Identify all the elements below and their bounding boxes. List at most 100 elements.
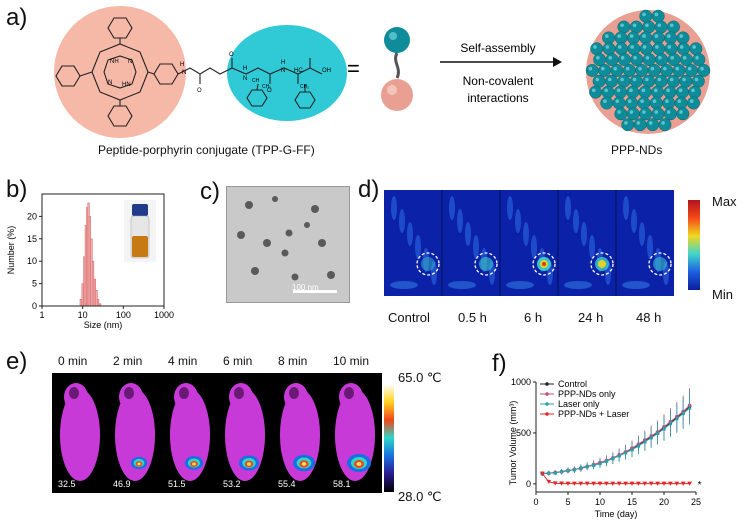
data-point <box>546 479 552 485</box>
data-point <box>649 435 654 440</box>
sphere-bead-highlight <box>678 88 683 93</box>
mouse-ear <box>179 387 189 399</box>
sphere-bead-highlight <box>640 99 644 103</box>
sphere-bead <box>664 31 678 45</box>
mouse-silhouette <box>60 389 100 481</box>
sphere-bead <box>675 85 689 99</box>
sphere-bead <box>605 53 619 67</box>
fluor-streak <box>531 235 537 259</box>
thermal-colorbar <box>384 384 394 492</box>
sphere-bead-highlight <box>617 45 622 49</box>
fluorescence-frames <box>384 190 674 296</box>
sphere-bead <box>626 107 640 121</box>
sphere-bead-highlight <box>669 23 674 28</box>
timepoint-0-5h: 0.5 h <box>458 310 487 325</box>
data-point <box>642 481 648 486</box>
sphere-bead <box>639 31 653 45</box>
thermal-time-label: 10 min <box>333 354 370 368</box>
data-point <box>572 467 577 472</box>
x-tick-label: 20 <box>659 497 669 507</box>
data-point <box>680 481 686 486</box>
data-point <box>642 439 647 444</box>
sphere-bead-highlight <box>667 34 671 38</box>
x-tick-label: 15 <box>627 497 637 507</box>
sphere-bead-highlight <box>642 34 646 38</box>
y-tick-label: 15 <box>27 234 37 244</box>
tumor-circle <box>474 252 498 276</box>
chem-hn: HN <box>122 82 131 88</box>
data-point <box>636 443 641 448</box>
sphere-bead-highlight <box>620 77 624 82</box>
sphere-bead-highlight <box>641 88 646 93</box>
sphere-bead-highlight <box>653 88 658 93</box>
panel-label-a: a) <box>6 4 28 31</box>
fluor-streak <box>622 281 650 289</box>
tumor-circle <box>590 252 614 276</box>
thermal-frame: 58.1 <box>333 383 375 489</box>
sphere-bead-highlight <box>595 77 600 82</box>
data-point <box>662 426 666 431</box>
sphere-bead <box>626 85 640 99</box>
sphere-bead-highlight <box>625 66 630 71</box>
sphere-bead-highlight <box>645 23 649 28</box>
chem-nh1: NH <box>110 59 119 65</box>
data-point <box>598 461 602 466</box>
size-bar <box>97 298 100 307</box>
y-tick-label: 20 <box>27 211 37 221</box>
sphere-bead-highlight <box>608 56 613 60</box>
chem-ch2b: CH₂ <box>300 84 309 90</box>
sphere-bead-highlight <box>620 23 624 28</box>
data-point <box>623 450 628 455</box>
data-point <box>559 469 564 474</box>
sphere-bead <box>677 42 690 56</box>
fluorescence-colorbar <box>688 200 700 290</box>
sphere-bead <box>612 96 626 110</box>
assembly-arrowhead <box>553 57 562 67</box>
sphere-bead-highlight <box>661 121 665 125</box>
y-axis-label: Tumor Volume (mm³) <box>508 401 518 486</box>
tem-particles <box>237 196 337 293</box>
chem-o2: O <box>229 52 234 58</box>
chem-h3: H <box>281 60 285 66</box>
sphere-bead-highlight <box>655 45 659 49</box>
data-point <box>591 481 596 486</box>
sphere-bead <box>638 85 652 99</box>
data-point <box>559 481 564 486</box>
thermal-frames: 32.5 46.9 51.5 53.2 55.4 58.1 <box>58 383 375 489</box>
data-point <box>604 481 609 486</box>
data-point <box>540 471 545 476</box>
sphere-bead <box>654 20 668 34</box>
y-tick-label: 1000 <box>511 377 531 387</box>
sphere-bead <box>642 53 656 67</box>
sphere-bead <box>642 74 656 88</box>
legend-entry: PPP-NDs only <box>558 389 616 399</box>
sphere-bead-highlight <box>667 45 672 49</box>
conjugate-caption: Peptide-porphyrin conjugate (TPP-G-FF) <box>98 143 315 157</box>
fluor-streak <box>565 196 571 220</box>
sphere-bead <box>667 74 680 88</box>
sphere-bead <box>613 85 627 99</box>
data-point <box>661 481 667 486</box>
sphere-bead-highlight <box>604 88 608 93</box>
thermal-scale-max: 65.0 ℃ <box>398 370 442 385</box>
panel-label-d: d) <box>358 176 380 203</box>
hotspot-core <box>246 462 252 466</box>
sphere-bead-highlight <box>648 121 653 125</box>
sphere-bead <box>676 107 690 121</box>
sphere-bead-highlight <box>632 77 637 82</box>
sphere-bead <box>625 96 638 110</box>
data-point <box>578 465 583 470</box>
x-axis-label: Size (nm) <box>84 320 123 330</box>
fluor-streak <box>390 281 418 289</box>
data-point <box>648 481 654 486</box>
sphere-bead-highlight <box>654 12 659 17</box>
sphere-bead-highlight <box>607 77 612 82</box>
sphere-bead <box>639 9 653 23</box>
sphere-bead <box>589 85 603 99</box>
legend-marker <box>545 412 549 416</box>
porphyrin-structure <box>55 17 323 127</box>
timepoint-48h: 48 h <box>636 310 662 325</box>
data-point <box>604 459 609 463</box>
sphere-bead <box>688 85 702 99</box>
sphere-bead <box>651 85 665 99</box>
